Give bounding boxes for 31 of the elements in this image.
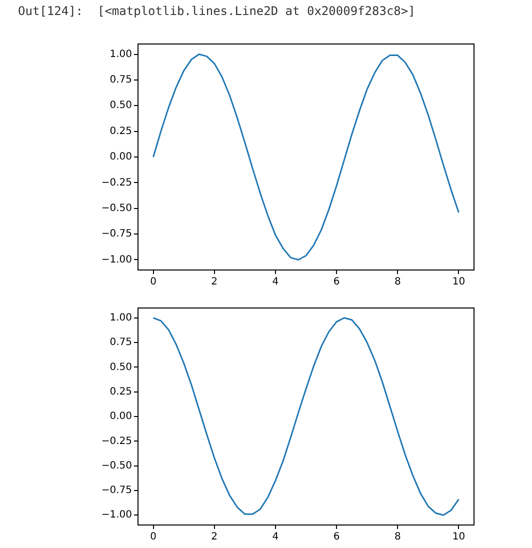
y-tick-label: 0.25 <box>110 386 132 398</box>
text: Out[124]: [<matplotlib.lines.Line2D at 0x20009f283c8>] <box>18 4 416 18</box>
y-tick-label: −0.50 <box>101 460 132 472</box>
x-tick-label: 10 <box>452 532 466 543</box>
y-tick-label: 1.00 <box>110 48 132 60</box>
y-tick-label: 0.00 <box>110 411 132 422</box>
y-tick-label: 0.50 <box>110 100 132 112</box>
x-tick-label: 8 <box>394 532 401 543</box>
y-tick-label: 1.00 <box>110 312 132 324</box>
y-tick-label: −1.00 <box>101 254 132 266</box>
x-tick-label: 8 <box>394 276 401 288</box>
y-tick-label: −1.00 <box>101 510 132 521</box>
y-tick-label: −0.75 <box>101 228 132 240</box>
y-tick-label: 0.75 <box>110 74 132 86</box>
y-tick-label: 0.00 <box>110 152 132 163</box>
x-tick-label: 0 <box>150 532 156 543</box>
y-tick-label: −0.25 <box>101 177 132 188</box>
y-tick-label: −0.25 <box>101 436 132 447</box>
y-tick-label: 0.50 <box>110 362 132 373</box>
x-tick-label: 2 <box>211 532 218 543</box>
x-tick-label: 6 <box>333 532 340 543</box>
x-tick-label: 4 <box>272 532 279 543</box>
x-tick-label: 0 <box>150 276 156 288</box>
y-tick-label: −0.50 <box>101 202 132 214</box>
y-tick-label: 0.25 <box>110 126 132 137</box>
x-tick-label: 10 <box>452 276 466 288</box>
y-tick-label: −0.75 <box>101 485 132 496</box>
x-tick-label: 2 <box>211 276 218 288</box>
y-tick-label: 0.75 <box>110 337 132 348</box>
x-tick-label: 6 <box>333 276 340 288</box>
x-tick-label: 4 <box>272 276 279 288</box>
